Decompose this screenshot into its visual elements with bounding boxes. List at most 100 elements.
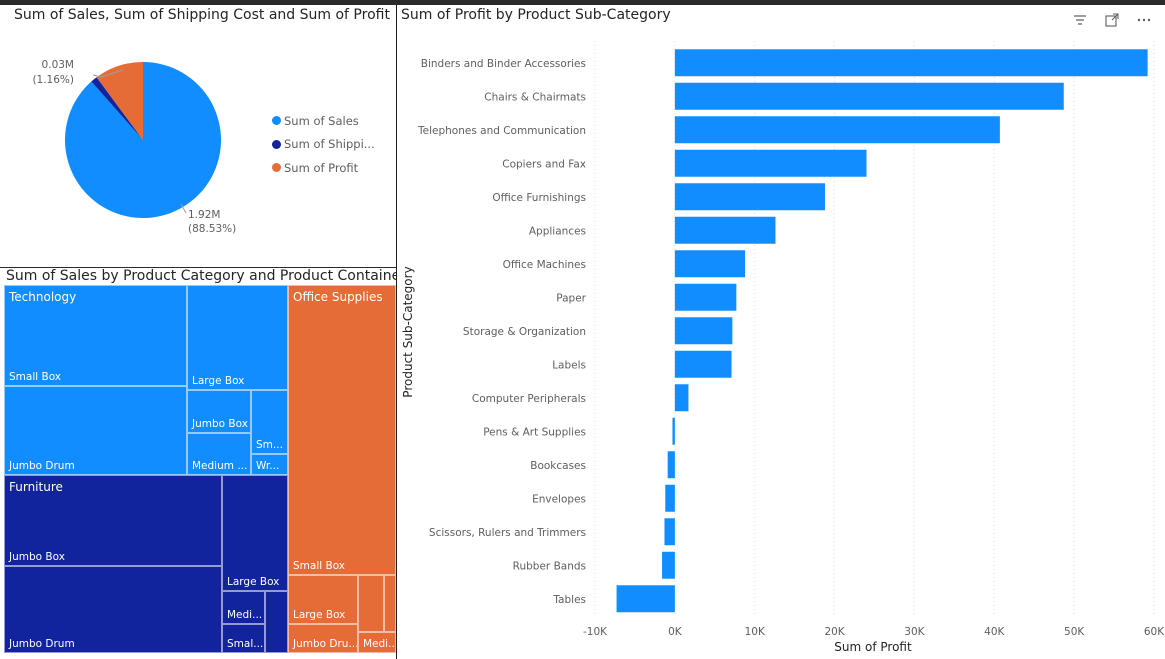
- pie-legend: Sum of Sales Sum of Shippi... Sum of Pro…: [272, 109, 375, 180]
- bar[interactable]: [674, 283, 737, 311]
- x-tick-label: 10K: [745, 626, 766, 638]
- pie-label-large-value: 1.92M: [188, 209, 220, 221]
- treemap-tile-furn-large-box[interactable]: Large Box: [222, 475, 288, 591]
- y-category-label: Pens & Art Supplies: [483, 426, 586, 438]
- treemap-tile-label: Jumbo Drum: [9, 638, 75, 650]
- treemap-tile-tech-jumbo-box[interactable]: Jumbo Box: [187, 390, 251, 433]
- treemap-tile-label: Large Box: [192, 375, 245, 387]
- bar[interactable]: [672, 417, 675, 445]
- treemap-tile-furn-small[interactable]: [265, 591, 288, 653]
- bar[interactable]: [674, 49, 1148, 77]
- legend-label-shipping: Sum of Shippi...: [284, 137, 375, 152]
- bar[interactable]: [674, 250, 746, 278]
- pie-slice-profit[interactable]: [96, 62, 143, 140]
- y-axis-title: Product Sub-Category: [401, 266, 415, 397]
- x-axis-title: Sum of Profit: [834, 640, 912, 654]
- y-category-label: Chairs & Chairmats: [484, 91, 586, 103]
- y-category-label: Appliances: [529, 225, 586, 237]
- treemap-tile-label: Jumbo Dru...: [293, 638, 358, 650]
- bar[interactable]: [674, 384, 689, 412]
- right-panel: Sum of Profit by Product Sub-Category Bi…: [397, 5, 1165, 659]
- bar[interactable]: [674, 350, 732, 378]
- treemap-tile-label: Large Box: [293, 609, 346, 621]
- treemap-tile-furn-smal[interactable]: Smal...: [222, 624, 265, 653]
- bar[interactable]: [674, 317, 733, 345]
- y-category-label: Labels: [552, 359, 586, 371]
- treemap-tile-tech-small-box[interactable]: Technology Small Box: [4, 285, 187, 386]
- treemap-tile-label: Jumbo Box: [9, 551, 65, 563]
- treemap-tile-furn-jumbo-drum[interactable]: Jumbo Drum: [4, 566, 222, 653]
- pie-slice-shipping[interactable]: [91, 77, 143, 140]
- bar[interactable]: [674, 82, 1064, 110]
- treemap-tile-tech-large-box[interactable]: Large Box: [187, 285, 288, 390]
- more-options-icon[interactable]: [1135, 11, 1153, 29]
- treemap-category-furniture: Furniture: [9, 480, 63, 494]
- focus-mode-icon[interactable]: [1103, 11, 1121, 29]
- y-category-label: Telephones and Communication: [417, 125, 586, 137]
- treemap-tile-label: Medi...: [227, 609, 263, 621]
- x-tick-label: 60K: [1144, 626, 1165, 638]
- bar-chart-title: Sum of Profit by Product Sub-Category: [401, 7, 671, 23]
- treemap-tile-off-jumbo-drum[interactable]: Jumbo Dru...: [288, 624, 358, 653]
- y-category-label: Envelopes: [532, 493, 586, 505]
- treemap-tile-tech-sm[interactable]: Sm...: [251, 390, 288, 454]
- bar[interactable]: [674, 149, 867, 177]
- y-category-label: Office Furnishings: [492, 192, 586, 204]
- treemap-tile-furn-medi[interactable]: Medi...: [222, 591, 265, 624]
- treemap-tile-label: Medi...: [363, 638, 396, 650]
- top-bar: [0, 0, 1165, 5]
- treemap-tile-off-medi[interactable]: Medi...: [358, 632, 396, 653]
- treemap-tile-label: Jumbo Drum: [9, 460, 75, 472]
- filter-icon[interactable]: [1071, 11, 1089, 29]
- treemap-tile-tech-wr[interactable]: Wr...: [251, 454, 288, 475]
- legend-label-sales: Sum of Sales: [284, 113, 359, 128]
- x-tick-label: 40K: [984, 626, 1005, 638]
- panel-divider: [0, 267, 396, 268]
- bar[interactable]: [616, 585, 675, 613]
- bar[interactable]: [665, 484, 675, 512]
- bar-chart: Binders and Binder Accessories Chairs & C…: [401, 41, 1165, 654]
- bar[interactable]: [674, 116, 1000, 144]
- legend-item-shipping[interactable]: Sum of Shippi...: [272, 133, 375, 157]
- bar[interactable]: [674, 216, 776, 244]
- legend-label-profit: Sum of Profit: [284, 160, 359, 175]
- bar[interactable]: [674, 183, 825, 211]
- treemap-tile-label: Jumbo Box: [192, 418, 248, 430]
- legend-item-profit[interactable]: Sum of Profit: [272, 156, 375, 180]
- treemap-category-technology: Technology: [9, 290, 77, 304]
- treemap-tile-label: Small Box: [9, 371, 62, 383]
- treemap-tile-tech-medium[interactable]: Medium ...: [187, 433, 251, 475]
- pie-label-small-pct: (1.16%): [32, 74, 74, 86]
- treemap-tile-furn-jumbo-box[interactable]: Furniture Jumbo Box: [4, 475, 222, 566]
- treemap-tile-tech-jumbo-drum[interactable]: Jumbo Drum: [4, 386, 187, 475]
- visual-header-icons: [1071, 11, 1153, 29]
- treemap-tile-off-large-box[interactable]: Large Box: [288, 575, 358, 624]
- bar[interactable]: [667, 451, 675, 479]
- treemap-tile-label: Smal...: [227, 638, 264, 650]
- treemap-tile-label: Sm...: [256, 439, 283, 451]
- legend-item-sales[interactable]: Sum of Sales: [272, 109, 375, 133]
- x-tick-label: 20K: [824, 626, 845, 638]
- y-category-label: Bookcases: [530, 460, 586, 472]
- y-category-label: Copiers and Fax: [502, 158, 586, 170]
- treemap-title: Sum of Sales by Product Category and Pro…: [6, 268, 406, 284]
- legend-dot-profit: [272, 163, 281, 173]
- y-category-label: Rubber Bands: [513, 560, 586, 572]
- y-category-label: Storage & Organization: [463, 326, 586, 338]
- treemap-tile-off-small-1[interactable]: [358, 575, 384, 632]
- x-tick-label: -10K: [583, 626, 608, 638]
- y-category-label: Paper: [556, 292, 586, 304]
- bar[interactable]: [662, 551, 675, 579]
- y-category-label: Office Machines: [503, 259, 586, 271]
- treemap-tile-off-small-box[interactable]: Office Supplies Small Box: [288, 285, 396, 575]
- treemap-tile-label: Large Box: [227, 576, 280, 588]
- pie-leader-small: [92, 69, 124, 78]
- pie-leader-large: [180, 203, 187, 214]
- treemap-tile-off-small-2[interactable]: [384, 575, 396, 632]
- bar[interactable]: [664, 518, 675, 546]
- pie-chart: 0.03M (1.16%) 1.92M (88.53%): [32, 59, 236, 235]
- pie-chart-title: Sum of Sales, Sum of Shipping Cost and S…: [14, 7, 390, 23]
- treemap-tile-label: Small Box: [293, 560, 346, 572]
- legend-dot-sales: [272, 116, 281, 126]
- x-tick-label: 30K: [904, 626, 925, 638]
